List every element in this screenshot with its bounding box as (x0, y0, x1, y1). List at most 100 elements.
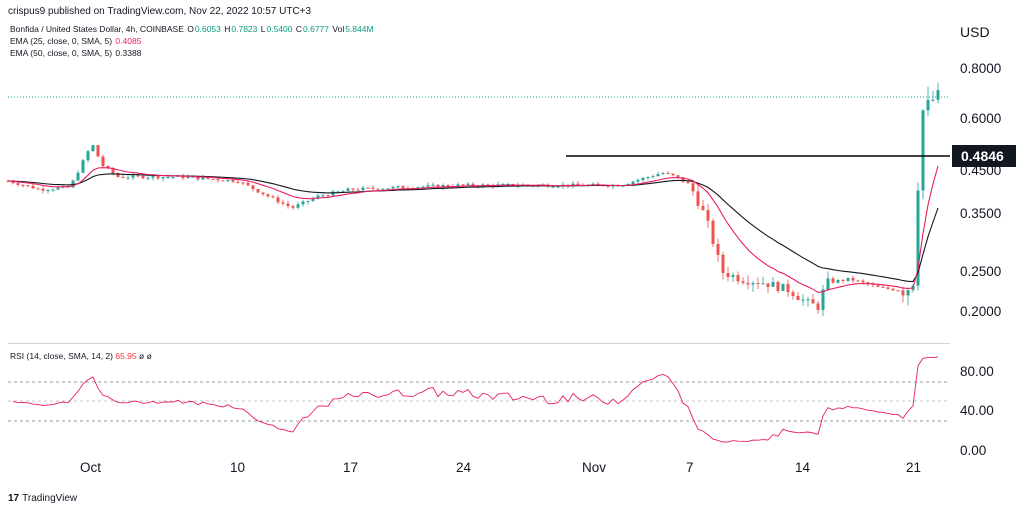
candle[interactable] (816, 303, 820, 310)
candle[interactable] (696, 191, 700, 206)
candle[interactable] (336, 191, 340, 193)
candle[interactable] (276, 197, 280, 203)
candle[interactable] (416, 187, 420, 189)
candle[interactable] (551, 186, 555, 188)
candle[interactable] (216, 179, 220, 181)
candle[interactable] (731, 275, 735, 277)
candle[interactable] (446, 185, 450, 187)
candle[interactable] (171, 176, 175, 178)
candle[interactable] (441, 185, 445, 188)
candle[interactable] (871, 284, 875, 286)
candle[interactable] (706, 210, 710, 221)
candle[interactable] (86, 151, 90, 161)
candle[interactable] (11, 180, 15, 184)
candle[interactable] (271, 196, 275, 198)
candle[interactable] (211, 178, 215, 180)
candle[interactable] (831, 278, 835, 283)
candle[interactable] (901, 290, 905, 296)
candle[interactable] (421, 186, 425, 188)
candle[interactable] (671, 173, 675, 176)
candle[interactable] (791, 292, 795, 296)
candle[interactable] (91, 145, 95, 152)
candle[interactable] (756, 283, 760, 285)
candle[interactable] (311, 198, 315, 201)
candle[interactable] (366, 187, 370, 189)
candle[interactable] (116, 173, 120, 177)
tradingview-brand[interactable]: 17 TradingView (8, 493, 77, 504)
candle[interactable] (691, 183, 695, 192)
ema25-legend[interactable]: EMA (25, close, 0, SMA, 5) 0.4085 (10, 36, 142, 46)
candle[interactable] (806, 299, 810, 301)
candle[interactable] (376, 188, 380, 190)
candle[interactable] (351, 188, 355, 190)
candle[interactable] (796, 295, 800, 301)
candle[interactable] (156, 176, 160, 179)
candle[interactable] (321, 195, 325, 197)
candle[interactable] (296, 204, 300, 208)
candle[interactable] (166, 176, 170, 178)
candle[interactable] (916, 190, 920, 286)
candle[interactable] (301, 201, 305, 205)
candle[interactable] (776, 281, 780, 291)
candle[interactable] (196, 176, 200, 180)
candle[interactable] (101, 156, 105, 167)
candle[interactable] (826, 278, 830, 290)
candle[interactable] (651, 176, 655, 178)
candle[interactable] (466, 183, 470, 185)
candle[interactable] (891, 288, 895, 291)
candle[interactable] (711, 220, 715, 244)
level-label-box[interactable] (952, 145, 1016, 167)
candle[interactable] (286, 203, 290, 207)
candle[interactable] (356, 189, 360, 191)
candle[interactable] (151, 176, 155, 178)
candle[interactable] (401, 186, 405, 189)
candle[interactable] (46, 190, 50, 192)
candle[interactable] (31, 185, 35, 189)
candle[interactable] (131, 175, 135, 178)
candle[interactable] (766, 283, 770, 287)
candle[interactable] (856, 280, 860, 282)
candle[interactable] (16, 183, 20, 185)
candle[interactable] (191, 176, 195, 178)
candle[interactable] (21, 184, 25, 186)
candle[interactable] (181, 175, 185, 179)
candle[interactable] (96, 145, 100, 157)
candle[interactable] (501, 184, 505, 186)
candle[interactable] (846, 277, 850, 281)
candle[interactable] (36, 188, 40, 190)
candle[interactable] (576, 183, 580, 185)
candle[interactable] (736, 275, 740, 282)
candle[interactable] (111, 168, 115, 174)
candle[interactable] (486, 184, 490, 186)
candle[interactable] (396, 186, 400, 188)
candle[interactable] (716, 243, 720, 255)
candle[interactable] (236, 181, 240, 183)
candle[interactable] (656, 174, 660, 177)
candle[interactable] (56, 187, 60, 190)
candle[interactable] (681, 177, 685, 182)
candle[interactable] (186, 176, 190, 179)
candle[interactable] (71, 180, 75, 188)
candle[interactable] (206, 177, 210, 179)
candle[interactable] (221, 180, 225, 182)
candle[interactable] (741, 281, 745, 283)
candle[interactable] (786, 283, 790, 293)
candle[interactable] (241, 182, 245, 184)
candle[interactable] (746, 282, 750, 285)
candle[interactable] (436, 184, 440, 188)
candle[interactable] (931, 99, 935, 101)
candle[interactable] (801, 299, 805, 301)
candle[interactable] (936, 90, 940, 100)
candle[interactable] (851, 277, 855, 281)
candle[interactable] (121, 176, 125, 178)
candle[interactable] (461, 184, 465, 186)
candle[interactable] (161, 177, 165, 179)
candle[interactable] (231, 179, 235, 182)
candle[interactable] (146, 177, 150, 179)
candle[interactable] (861, 280, 865, 283)
candle[interactable] (666, 173, 670, 175)
candle[interactable] (26, 185, 30, 187)
candle[interactable] (676, 175, 680, 178)
rsi-legend[interactable]: RSI (14, close, SMA, 14, 2) 65.95 ø ø (10, 351, 152, 361)
